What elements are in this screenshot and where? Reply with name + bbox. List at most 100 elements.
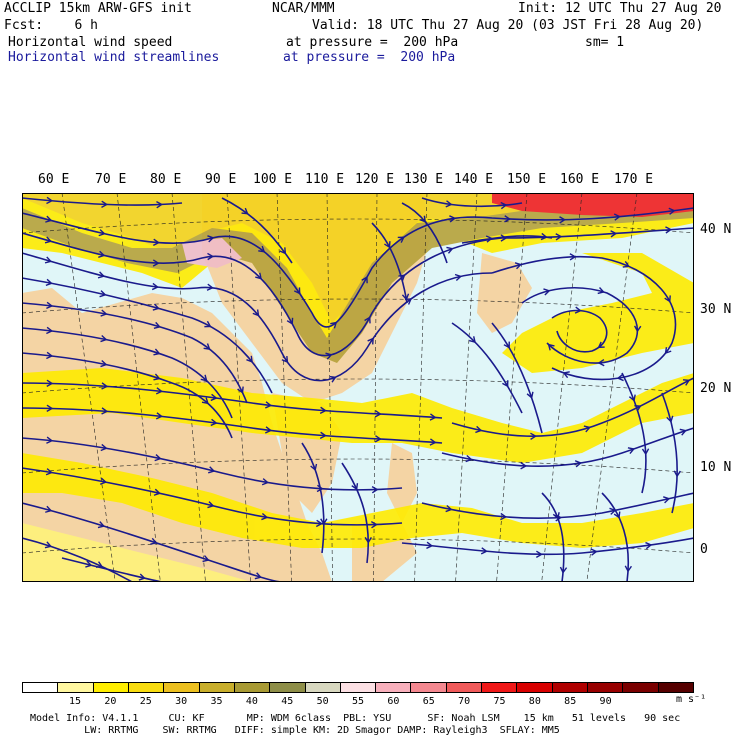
streamline-arrow <box>45 505 53 513</box>
longitude-line <box>455 193 478 582</box>
streamline-arrow <box>364 316 371 324</box>
streamline <box>22 197 183 206</box>
streamline-arrow <box>535 550 543 558</box>
streamline <box>451 377 694 437</box>
streamline-arrow <box>682 379 691 386</box>
streamline-arrow <box>46 379 54 387</box>
colorbar-cell <box>270 683 306 692</box>
streamline-arrow <box>44 256 53 264</box>
anticyclone-ring-east <box>502 253 694 373</box>
wind-map[interactable] <box>22 193 694 582</box>
colorbar-units: m s⁻¹ <box>676 694 707 705</box>
streamline-arrow <box>156 201 164 209</box>
streamline-arrow <box>152 259 160 267</box>
streamline-arrow <box>634 404 642 412</box>
streamline-arrow <box>315 519 323 528</box>
streamline-arrow <box>85 560 93 568</box>
streamline-arrow <box>261 478 270 486</box>
streamline <box>22 502 283 582</box>
streamline-arrow <box>99 290 107 298</box>
streamline <box>451 322 523 414</box>
streamline <box>371 222 408 304</box>
streamline-arrow <box>500 512 508 521</box>
streamline-arrow <box>258 245 266 253</box>
streamline-arrow <box>364 536 372 544</box>
model-title: ACCLIP 15km ARW-GFS init <box>4 1 192 16</box>
streamline-arrow <box>46 301 54 310</box>
streamline-arrow <box>641 448 650 456</box>
streamline-arrow <box>97 521 106 529</box>
streamline <box>22 207 694 328</box>
streamline-arrow <box>613 511 621 519</box>
streamline-arrow <box>371 485 379 494</box>
streamline-arrow <box>351 483 359 491</box>
colorbar-cell <box>128 683 165 692</box>
streamline-arrow <box>465 454 473 463</box>
streamline-arrow <box>597 287 605 295</box>
model-info-line2: LW: RRTMG SW: RRTMG DIFF: simple KM: 2D … <box>30 725 560 736</box>
streamline-arrow <box>569 253 577 261</box>
streamline-arrow <box>664 295 671 303</box>
lon-label: 140 E <box>454 172 494 187</box>
streamline-arrow <box>100 360 108 368</box>
colorbar-tick-label: 70 <box>458 696 471 707</box>
streamline-arrow <box>429 438 437 446</box>
tropical-band-2 <box>22 453 694 548</box>
longitude-line <box>226 193 251 582</box>
streamline-arrow <box>153 348 161 356</box>
lat-label: 20 N <box>700 381 732 396</box>
streamline-arrow <box>645 541 653 550</box>
streamline <box>491 255 677 381</box>
streamline-arrow <box>246 355 253 363</box>
colorbar-cell <box>623 683 659 692</box>
latitude-line <box>22 298 694 314</box>
streamline-arrow <box>426 541 434 549</box>
streamline-arrow <box>101 382 109 390</box>
streamline-arrow <box>279 247 287 255</box>
streamline <box>301 442 325 554</box>
streamline <box>441 427 694 467</box>
streamline-arrow <box>500 201 508 210</box>
lon-label: 120 E <box>355 172 395 187</box>
streamline-arrow <box>95 561 104 568</box>
red-maximum <box>492 193 694 217</box>
streamline-arrow <box>616 373 624 382</box>
wind-speed-colorbar <box>22 682 694 693</box>
colorbar-tick-label: 80 <box>528 696 541 707</box>
streamline-arrow <box>153 321 162 329</box>
latitude-line <box>22 378 694 394</box>
streamline-arrow <box>449 215 457 223</box>
streamline-arrow <box>46 196 54 205</box>
streamline-arrow <box>281 356 289 364</box>
streamline-arrow <box>597 358 605 367</box>
streamline-arrow <box>44 541 53 549</box>
streamline <box>22 437 403 491</box>
streamline-arrow <box>562 371 570 379</box>
longitude-line <box>326 193 333 582</box>
colorbar-cell <box>164 683 200 692</box>
streamline-arrow <box>316 484 324 493</box>
lat-label: 30 N <box>700 302 732 317</box>
streamline-arrow <box>665 226 673 234</box>
streamline-arrow <box>310 463 318 472</box>
streamline <box>521 287 639 364</box>
lon-label: 90 E <box>205 172 237 187</box>
longitude-line <box>414 193 428 582</box>
streamline-arrow <box>210 418 218 427</box>
streamline-arrow <box>526 391 534 399</box>
streamline-arrow <box>485 235 493 243</box>
streamline-arrow <box>384 241 391 249</box>
streamline-arrow <box>45 468 53 476</box>
streamline-arrow <box>555 514 563 522</box>
streamline-arrow <box>99 477 108 485</box>
longitude-line <box>541 193 583 582</box>
streamline-arrow <box>429 413 437 421</box>
streamline-arrow <box>207 252 215 261</box>
streamline-arrow <box>374 435 382 443</box>
colorbar-tick-label: 90 <box>599 696 612 707</box>
streamline <box>22 327 233 419</box>
streamline-arrow <box>265 426 273 434</box>
streamline-arrow <box>469 336 476 344</box>
field-title-streamlines: Horizontal wind streamlines <box>8 50 220 65</box>
streamline-arrow <box>370 521 378 529</box>
